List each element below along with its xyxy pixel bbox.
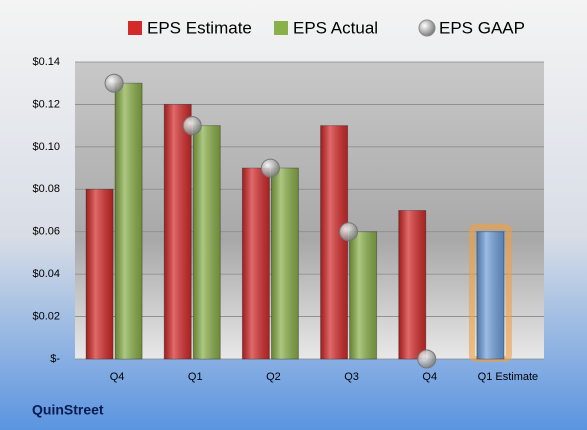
y-tick-label: $0.04 bbox=[32, 268, 60, 280]
x-tick-label: Q1 bbox=[188, 371, 203, 383]
bar-shine bbox=[164, 104, 192, 359]
bar-shine bbox=[115, 83, 143, 359]
company-label: QuinStreet bbox=[32, 402, 104, 418]
gaap-marker bbox=[260, 158, 280, 178]
y-tick-label: $0.14 bbox=[32, 56, 60, 68]
legend-marker bbox=[128, 21, 142, 35]
y-tick-label: $0.06 bbox=[32, 226, 60, 238]
bar-shine bbox=[320, 125, 348, 360]
y-tick-label: $0.02 bbox=[32, 310, 60, 322]
bar-shine bbox=[349, 231, 377, 359]
x-tick-label: Q2 bbox=[266, 371, 281, 383]
plot-area bbox=[75, 62, 544, 359]
bar-shine bbox=[86, 189, 114, 359]
bar-shine bbox=[271, 168, 299, 359]
bar-shine bbox=[193, 125, 221, 360]
legend-label: EPS GAAP bbox=[439, 18, 525, 37]
y-tick-label: $- bbox=[50, 353, 60, 365]
y-tick-label: $0.12 bbox=[32, 98, 60, 110]
bar-shine bbox=[398, 210, 426, 359]
gaap-marker bbox=[104, 73, 124, 93]
x-tick-label: Q4 bbox=[110, 371, 125, 383]
legend-marker bbox=[274, 21, 288, 35]
x-tick-label: Q1 Estimate bbox=[478, 371, 539, 383]
y-tick-label: $0.10 bbox=[32, 141, 60, 153]
gaap-marker bbox=[339, 222, 359, 242]
bar-shine bbox=[242, 168, 270, 359]
bar-shine bbox=[476, 231, 504, 359]
x-tick-label: Q3 bbox=[344, 371, 359, 383]
legend-label: EPS Actual bbox=[293, 18, 378, 37]
y-tick-label: $0.08 bbox=[32, 183, 60, 195]
legend-label: EPS Estimate bbox=[147, 18, 252, 37]
legend-marker bbox=[418, 19, 436, 37]
gaap-marker bbox=[417, 349, 437, 369]
x-tick-label: Q4 bbox=[422, 371, 437, 383]
gaap-marker bbox=[182, 116, 202, 136]
